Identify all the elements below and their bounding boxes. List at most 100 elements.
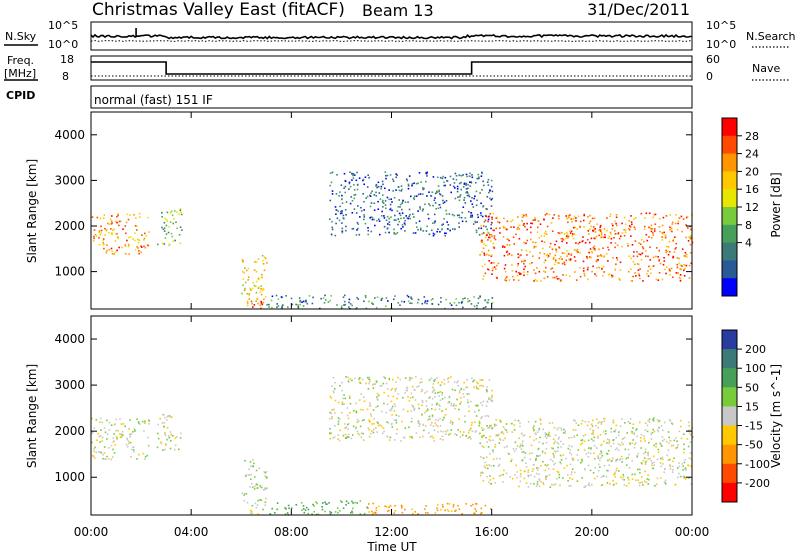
data-cell — [375, 507, 378, 509]
data-cell — [503, 246, 506, 248]
data-cell — [558, 217, 560, 220]
data-cell — [518, 437, 520, 440]
data-cell — [431, 386, 434, 389]
data-cell — [363, 200, 365, 203]
data-cell — [465, 188, 468, 190]
data-cell — [602, 265, 605, 268]
data-cell — [484, 466, 487, 469]
data-cell — [543, 235, 546, 237]
data-cell — [607, 273, 610, 276]
data-cell — [547, 463, 549, 466]
data-cell — [665, 249, 667, 252]
data-cell — [665, 215, 668, 217]
data-cell — [511, 458, 513, 461]
data-cell — [377, 424, 380, 427]
data-cell — [395, 432, 398, 435]
data-cell — [612, 442, 615, 445]
freq-trace — [91, 61, 692, 75]
data-cell — [248, 298, 251, 300]
data-cell — [336, 304, 338, 306]
data-cell — [649, 268, 652, 270]
data-cell — [357, 227, 359, 230]
colorbar-tick-label: 15 — [745, 400, 759, 413]
data-cell — [434, 202, 437, 204]
data-cell — [516, 274, 519, 277]
data-cell — [405, 178, 408, 180]
data-cell — [118, 224, 120, 227]
data-cell — [393, 512, 395, 514]
data-cell — [507, 254, 509, 256]
data-cell — [341, 198, 343, 201]
data-cell — [262, 301, 265, 304]
data-cell — [412, 213, 414, 215]
data-cell — [466, 386, 468, 388]
data-cell — [447, 377, 450, 379]
data-cell — [441, 177, 444, 180]
data-cell — [476, 304, 478, 307]
data-cell — [602, 430, 605, 433]
data-cell — [349, 171, 351, 173]
data-cell — [545, 447, 548, 450]
data-cell — [448, 503, 451, 505]
data-cell — [478, 420, 481, 423]
data-cell — [462, 174, 464, 176]
data-cell — [489, 190, 491, 192]
data-cell — [417, 422, 420, 425]
data-cell — [489, 197, 491, 200]
data-cell — [491, 197, 494, 200]
data-cell — [397, 376, 399, 379]
colorbar-swatch — [722, 368, 737, 388]
data-cell — [332, 377, 335, 379]
data-cell — [446, 502, 449, 505]
data-cell — [173, 217, 175, 220]
data-cell — [389, 208, 391, 211]
data-cell — [573, 215, 576, 218]
data-cell — [329, 395, 331, 398]
data-cell — [485, 225, 487, 228]
data-cell — [486, 391, 488, 393]
data-cell — [275, 294, 278, 297]
data-cell — [470, 424, 473, 426]
data-cell — [307, 508, 310, 511]
data-cell — [487, 215, 490, 218]
data-cell — [115, 233, 117, 235]
data-cell — [367, 174, 369, 176]
data-cell — [248, 474, 250, 476]
data-cell — [437, 419, 439, 422]
data-cell — [609, 215, 611, 218]
colorbar-swatch — [722, 349, 737, 369]
data-cell — [537, 455, 540, 457]
data-cell — [242, 260, 244, 263]
data-cell — [511, 254, 513, 256]
data-cell — [343, 403, 345, 405]
data-cell — [353, 410, 355, 412]
data-cell — [426, 300, 429, 302]
data-cell — [565, 237, 567, 240]
data-cell — [258, 467, 261, 470]
data-cell — [526, 222, 528, 225]
data-cell — [362, 432, 364, 435]
data-cell — [438, 190, 440, 193]
data-cell — [545, 477, 547, 480]
data-cell — [552, 468, 555, 470]
data-cell — [466, 379, 468, 381]
data-cell — [484, 236, 487, 239]
data-cell — [534, 432, 536, 435]
data-cell — [554, 434, 557, 436]
data-cell — [108, 421, 111, 424]
data-cell — [615, 459, 617, 461]
data-cell — [464, 420, 466, 423]
data-cell — [563, 467, 566, 469]
data-cell — [535, 458, 537, 460]
data-cell — [513, 243, 515, 245]
data-cell — [476, 405, 478, 407]
data-cell — [391, 422, 393, 425]
data-cell — [305, 300, 307, 302]
data-cell — [295, 303, 297, 306]
data-cell — [475, 204, 478, 207]
data-cell — [334, 511, 337, 513]
data-cell — [524, 452, 527, 454]
data-cell — [667, 431, 670, 433]
data-cell — [391, 407, 393, 409]
